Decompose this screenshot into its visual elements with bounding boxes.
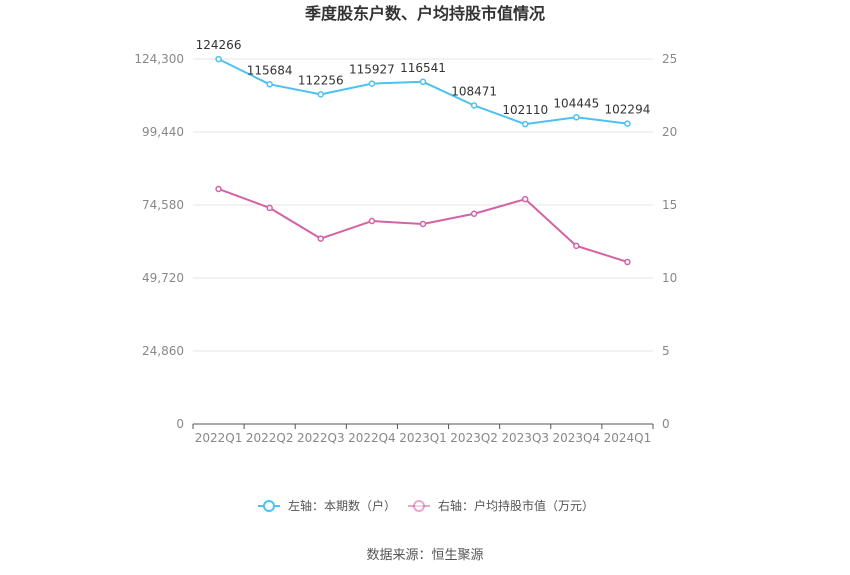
x-axis-tick-label: 2023Q3 [501,431,549,445]
legend[interactable]: 左轴：本期数（户） 右轴：户均持股市值（万元） [258,498,594,513]
data-point[interactable] [368,80,376,87]
chart-title: 季度股东户数、户均持股市值情况 [304,4,545,23]
data-label: 108471 [451,84,497,98]
x-axis-tick-label: 2023Q4 [553,431,601,445]
data-point[interactable] [573,242,580,250]
data-point[interactable] [624,258,631,266]
data-label: 115684 [247,63,293,77]
right-axis-tick-label: 20 [662,125,677,139]
left-axis-tick-label: 24,860 [142,344,184,358]
data-point[interactable] [368,217,376,225]
legend-swatch-marker [413,500,425,512]
x-axis-tick-label: 2022Q2 [246,431,294,445]
data-point[interactable] [573,114,580,121]
data-point[interactable] [215,185,222,193]
data-label: 104445 [553,96,599,110]
series-layer: 124266 115684 112256 115927 116541 108471 1021… [196,38,651,266]
data-point[interactable] [470,102,478,109]
data-point[interactable] [317,235,325,242]
left-axis-tick-label: 99,440 [142,125,184,139]
data-point[interactable] [624,120,631,127]
legend-label: 左轴：本期数（户） [288,498,396,513]
data-point[interactable] [521,120,529,128]
data-point[interactable] [419,78,427,86]
data-label: 124266 [196,38,242,52]
source-note: 数据来源：恒生聚源 [366,548,483,563]
data-point[interactable] [266,204,273,212]
right-axis-tick-label: 5 [662,344,670,358]
x-axis-tick-label: 2023Q1 [399,431,447,445]
data-point[interactable] [215,55,222,63]
x-axis-tick-label: 2022Q4 [348,431,396,445]
data-label: 102110 [502,103,548,117]
left-axis-tick-label: 49,720 [142,271,184,285]
legend-label: 右轴：户均持股市值（万元） [438,498,594,513]
data-label: 102294 [605,103,651,117]
right-axis-tick-label: 25 [662,52,677,66]
legend-swatch-marker [263,500,275,512]
data-point[interactable] [266,81,273,88]
data-label: 116541 [400,61,446,75]
data-label: 115927 [349,63,395,77]
x-axis-tick-label: 2023Q2 [450,431,498,445]
x-axis-tick-label: 2022Q1 [195,431,243,445]
data-label: 112256 [298,73,344,87]
left-axis-tick-label: 0 [176,417,184,431]
x-axis-tick-label: 2024Q1 [604,431,652,445]
left-axis-tick-label: 124,300 [134,52,184,66]
right-axis-tick-label: 15 [662,198,677,212]
legend-item[interactable]: 左轴：本期数（户） [258,498,396,513]
data-point[interactable] [317,91,325,98]
data-point[interactable] [470,210,478,218]
x-axis-tick-label: 2022Q3 [297,431,345,445]
left-axis-tick-label: 74,580 [142,198,184,212]
right-axis-tick-label: 10 [662,271,677,285]
right-axis-tick-label: 0 [662,417,670,431]
data-point[interactable] [521,195,529,203]
data-point[interactable] [419,220,427,228]
axes: 0 0 24,860 5 49,720 10 74,580 15 99,440 20 124,300… [134,52,677,445]
legend-item[interactable]: 右轴：户均持股市值（万元） [408,498,594,513]
